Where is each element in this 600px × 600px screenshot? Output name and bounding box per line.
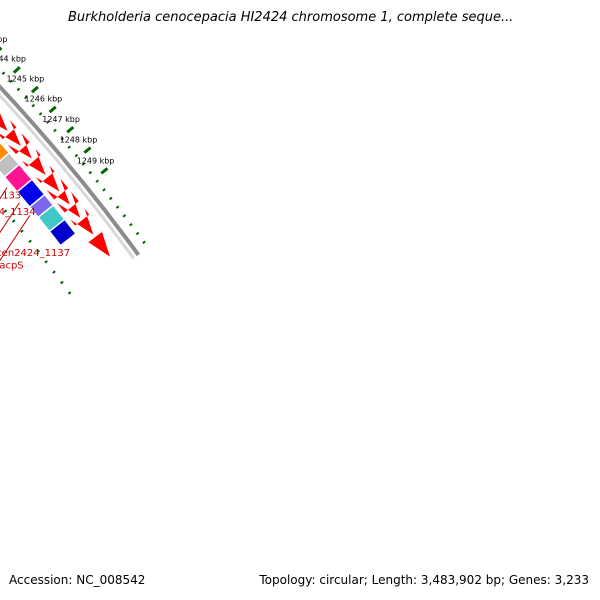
scale-tick [30, 85, 39, 94]
scale-tick [83, 146, 92, 154]
gene-label-leader [0, 187, 8, 200]
gene-block [0, 143, 9, 160]
scale-tick-label: 1245 kbp [7, 74, 45, 83]
scale-ticks [0, 46, 109, 175]
forward-cds-arrow [7, 132, 32, 159]
gene-block [50, 220, 75, 245]
scale-tick [12, 66, 21, 74]
forward-cds-arrow [57, 191, 81, 218]
gene-block [0, 153, 19, 176]
forward-cds-arrow [46, 178, 70, 205]
gene-label: Bcen2424_1133 [0, 191, 21, 202]
gene-label: Bcen2424_1134 [0, 207, 36, 218]
forward-cds-track [0, 113, 110, 257]
genome-summary: Topology: circular; Length: 3,483,902 bp… [256, 571, 592, 589]
forward-cds-arrow [0, 120, 21, 146]
label-leader-lines [0, 187, 31, 262]
gene-label-leader [0, 202, 20, 234]
gene-label: recO [0, 233, 1, 244]
map-title: Burkholderia cenocepacia HI2424 chromoso… [62, 8, 520, 27]
scale-tick-label: 1244 kbp [0, 55, 26, 64]
forward-cds-arrow [70, 208, 94, 235]
gene-block [5, 165, 31, 191]
forward-cds-arrow [87, 230, 110, 257]
gene-label: acpS [0, 260, 24, 271]
backbone-inner-line [0, 93, 135, 260]
scale-tick-label: 1243 kbp [0, 35, 7, 44]
scale-tick [0, 46, 3, 52]
scale-tick [48, 105, 57, 114]
forward-cds-arrow [35, 165, 60, 192]
forward-cds-arrow [21, 149, 46, 175]
gene-labels: Bcen2424_1132Bcen2424_1133Bcen2424_1134e… [0, 191, 70, 272]
gene-label: Bcen2424_1137 [0, 248, 70, 259]
scale-tick-label: 1246 kbp [25, 95, 63, 104]
gene-label-leader [0, 215, 31, 262]
accession-label: Accession: NC_008542 [6, 571, 149, 589]
gene-block [18, 180, 44, 206]
scale-tick-label: 1247 kbp [42, 115, 80, 124]
gene-track [0, 143, 75, 245]
scale-tick [100, 167, 109, 175]
gene-block [30, 195, 53, 217]
gene-block [39, 206, 64, 231]
backbone-outer-line [0, 84, 141, 257]
forward-cds-arrow [0, 113, 8, 131]
scale-tick-label: 1248 kbp [60, 136, 98, 145]
scale-tick [66, 125, 75, 134]
backbone-arc [0, 84, 141, 260]
scale-tick-label: 1249 kbp [77, 157, 115, 166]
